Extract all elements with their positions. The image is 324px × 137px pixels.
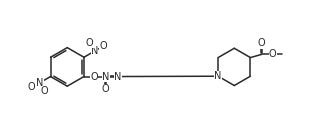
Text: N: N bbox=[102, 72, 110, 82]
Text: N: N bbox=[36, 78, 44, 88]
Text: O: O bbox=[90, 72, 98, 82]
Text: O: O bbox=[41, 86, 49, 96]
Text: O: O bbox=[269, 49, 276, 59]
Text: N: N bbox=[214, 71, 222, 81]
Text: N: N bbox=[91, 46, 98, 56]
Text: O: O bbox=[86, 38, 94, 48]
Text: N: N bbox=[114, 72, 122, 82]
Text: O: O bbox=[28, 82, 35, 92]
Text: O: O bbox=[102, 84, 110, 94]
Text: O: O bbox=[99, 41, 107, 51]
Text: O: O bbox=[258, 38, 265, 48]
